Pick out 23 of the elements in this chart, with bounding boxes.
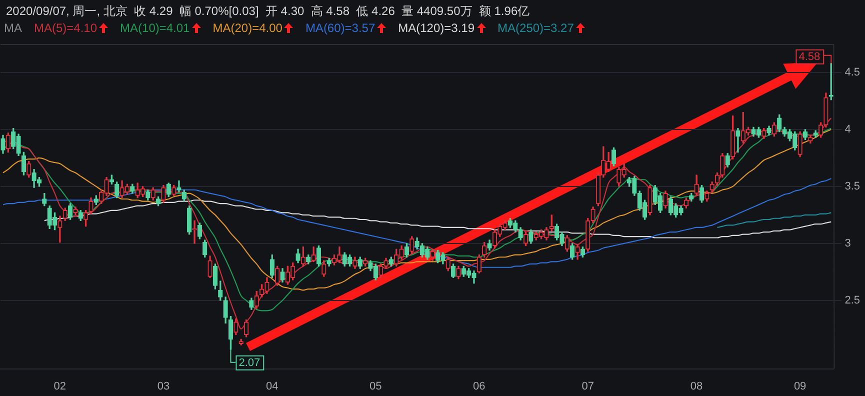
y-tick-label: 2.5 — [844, 294, 860, 306]
x-tick-label: 04 — [266, 380, 278, 392]
text: MA(20)=4.00 — [212, 21, 282, 35]
x-tick-label: 06 — [473, 380, 486, 392]
text: MA(60)=3.57 — [305, 21, 376, 35]
x-tick-label: 08 — [690, 380, 703, 392]
text: MA(250)=3.27 — [498, 21, 574, 35]
text: MA(120)=3.19 — [398, 21, 475, 35]
x-tick-label: 07 — [582, 380, 594, 392]
x-tick-label: 03 — [157, 380, 170, 392]
annotation: 4.58 — [798, 50, 820, 63]
x-tick-label: 09 — [794, 380, 806, 392]
text: MA(5)=4.10 — [34, 21, 98, 35]
y-tick-label: 3.5 — [844, 180, 860, 192]
y-tick-label: 3 — [844, 237, 851, 250]
chart-title: 2020/09/07, 周一, 北京 收 4.29 幅 0.70%[0.03] 开 4.30 高 4.58 低 4.26 量 4409.50万 额 1.96亿 — [6, 3, 530, 20]
x-tick-label: 02 — [54, 380, 66, 392]
text: MA(10)=4.01 — [120, 21, 190, 35]
y-tick-label: 4 — [844, 124, 851, 136]
legend-title: MA — [4, 21, 22, 35]
x-tick-label: 05 — [370, 380, 382, 392]
y-tick-label: 4.5 — [844, 66, 860, 79]
annotation: 2.07 — [238, 356, 260, 369]
